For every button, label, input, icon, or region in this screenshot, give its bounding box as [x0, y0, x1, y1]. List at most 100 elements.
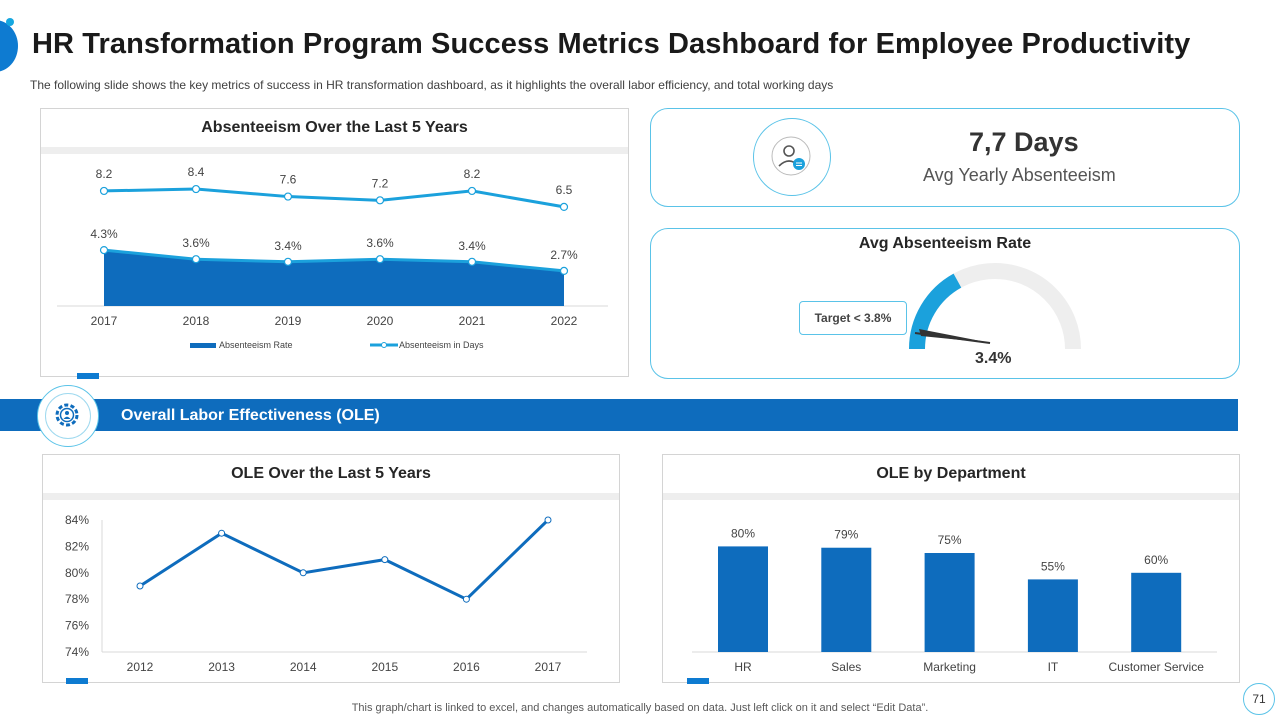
days-point [283, 192, 293, 201]
ole-department-title: OLE by Department [876, 465, 1026, 482]
days-point [559, 202, 569, 212]
kpi-label: Avg Yearly Absenteeism [923, 165, 1116, 185]
y-tick-label: 84% [65, 513, 89, 527]
corner-decoration [0, 20, 18, 72]
x-tick-label: 2018 [183, 314, 210, 328]
gauge-fill [908, 273, 962, 350]
ole-point [544, 516, 552, 524]
bar-data-label: 60% [1144, 553, 1168, 567]
y-tick-label: 74% [65, 645, 89, 659]
x-tick-label: 2016 [453, 660, 480, 674]
accent-tab [66, 678, 88, 684]
bar-data-label: 79% [834, 528, 858, 542]
x-tick-label: IT [1048, 660, 1059, 674]
rate-data-label: 3.4% [274, 239, 302, 253]
ole-point [381, 556, 389, 564]
rate-point [375, 255, 385, 264]
department-bar [718, 546, 768, 652]
absenteeism-chart: 4.3% 3.6% 3.4% 3.6% 3.4% 2.7% 8.2 8.4 7.6 7.2 8.2 6… [57, 165, 608, 350]
x-tick-label: 2017 [91, 314, 118, 328]
rate-point [467, 257, 477, 266]
accent-tab [77, 373, 99, 379]
gauge-needle-body [919, 329, 991, 343]
legend-label-days: Absenteeism in Days [399, 340, 484, 350]
rate-data-label: 3.6% [366, 236, 394, 250]
kpi-card [650, 108, 1240, 207]
absenteeism-rate-area [104, 250, 564, 306]
department-bar [821, 547, 872, 652]
x-tick-label: 2015 [371, 660, 398, 674]
footer-note: This graph/chart is linked to excel, and… [351, 702, 929, 714]
x-tick-label: 2013 [208, 660, 235, 674]
rate-data-label: 4.3% [90, 227, 118, 241]
y-tick-label: 82% [65, 539, 89, 553]
absenteeism-rate-line [103, 248, 565, 273]
accent-tab [687, 678, 709, 684]
panel-strip [43, 493, 619, 500]
target-label: Target < 3.8% [799, 301, 907, 335]
days-data-label: 7.2 [372, 176, 389, 190]
absenteeism-days-line [103, 187, 565, 209]
x-tick-label: 2012 [127, 660, 154, 674]
page-number: 71 [1243, 683, 1275, 715]
y-tick-label: 78% [65, 592, 89, 606]
section-label: Overall Labor Effectiveness (OLE) [121, 407, 380, 424]
x-tick-label: 2020 [367, 314, 394, 328]
corner-dot [6, 18, 14, 26]
panel-strip [663, 493, 1239, 500]
x-tick-label: Sales [831, 660, 861, 674]
x-tick-label: HR [734, 660, 752, 674]
rate-data-label: 2.7% [550, 248, 578, 262]
ole-line [139, 518, 550, 602]
x-tick-label: 2017 [535, 660, 562, 674]
legend-label-rate: Absenteeism Rate [219, 340, 293, 350]
gauge-title: Avg Absenteeism Rate [858, 235, 1032, 252]
bar-data-label: 55% [1041, 559, 1065, 573]
rate-point [191, 255, 201, 264]
x-tick-label: Customer Service [1109, 660, 1205, 674]
ole-point [136, 582, 144, 590]
days-data-label: 7.6 [280, 173, 297, 187]
rate-data-label: 3.4% [458, 239, 486, 253]
gear-people-icon [55, 403, 79, 427]
department-bar [1131, 572, 1182, 652]
section-band [0, 399, 1238, 431]
absenteeism-chart-title: Absenteeism Over the Last 5 Years [201, 119, 468, 136]
days-point [375, 196, 385, 205]
x-tick-label: 2021 [459, 314, 486, 328]
x-tick-label: Marketing [923, 660, 976, 674]
days-data-label: 8.2 [96, 167, 113, 181]
ole-trend-chart: 84% 82% 80% 78% 76% 74% 2012 2013 2014 2015 2016 20… [65, 513, 587, 674]
ole-point [218, 529, 226, 537]
department-bar [1027, 579, 1078, 652]
ole-department-chart: 80% HR 79% Sales 75% Marketing 55% IT 60% Custome… [692, 526, 1217, 674]
days-data-label: 8.2 [464, 167, 481, 181]
absenteeism-panel: Absenteeism Over the Last 5 Years [40, 108, 629, 377]
gauge-value: 3.4% [975, 350, 1012, 367]
x-tick-label: 2014 [290, 660, 317, 674]
legend-swatch-rate [190, 343, 216, 348]
user-group-icon [771, 136, 811, 176]
y-tick-label: 76% [65, 619, 89, 633]
ole-point [299, 569, 307, 577]
bar-data-label: 80% [731, 526, 755, 540]
kpi-value: 7,7 Days [969, 127, 1079, 157]
days-point [99, 186, 109, 196]
days-data-label: 8.4 [188, 165, 205, 179]
days-point [191, 184, 201, 194]
bar-data-label: 75% [938, 533, 962, 547]
gauge-chart [908, 263, 1081, 350]
legend-marker-days [381, 342, 387, 348]
rate-point [559, 266, 569, 276]
days-data-label: 6.5 [556, 183, 573, 197]
y-tick-label: 80% [65, 566, 89, 580]
ole-point [462, 595, 470, 603]
page-title: HR Transformation Program Success Metric… [32, 28, 1191, 60]
rate-point [99, 245, 109, 255]
rate-point [283, 257, 293, 266]
ole-trend-title: OLE Over the Last 5 Years [231, 465, 431, 482]
days-point [467, 186, 477, 196]
rate-data-label: 3.6% [182, 236, 210, 250]
x-tick-label: 2019 [275, 314, 302, 328]
x-tick-label: 2022 [551, 314, 578, 328]
